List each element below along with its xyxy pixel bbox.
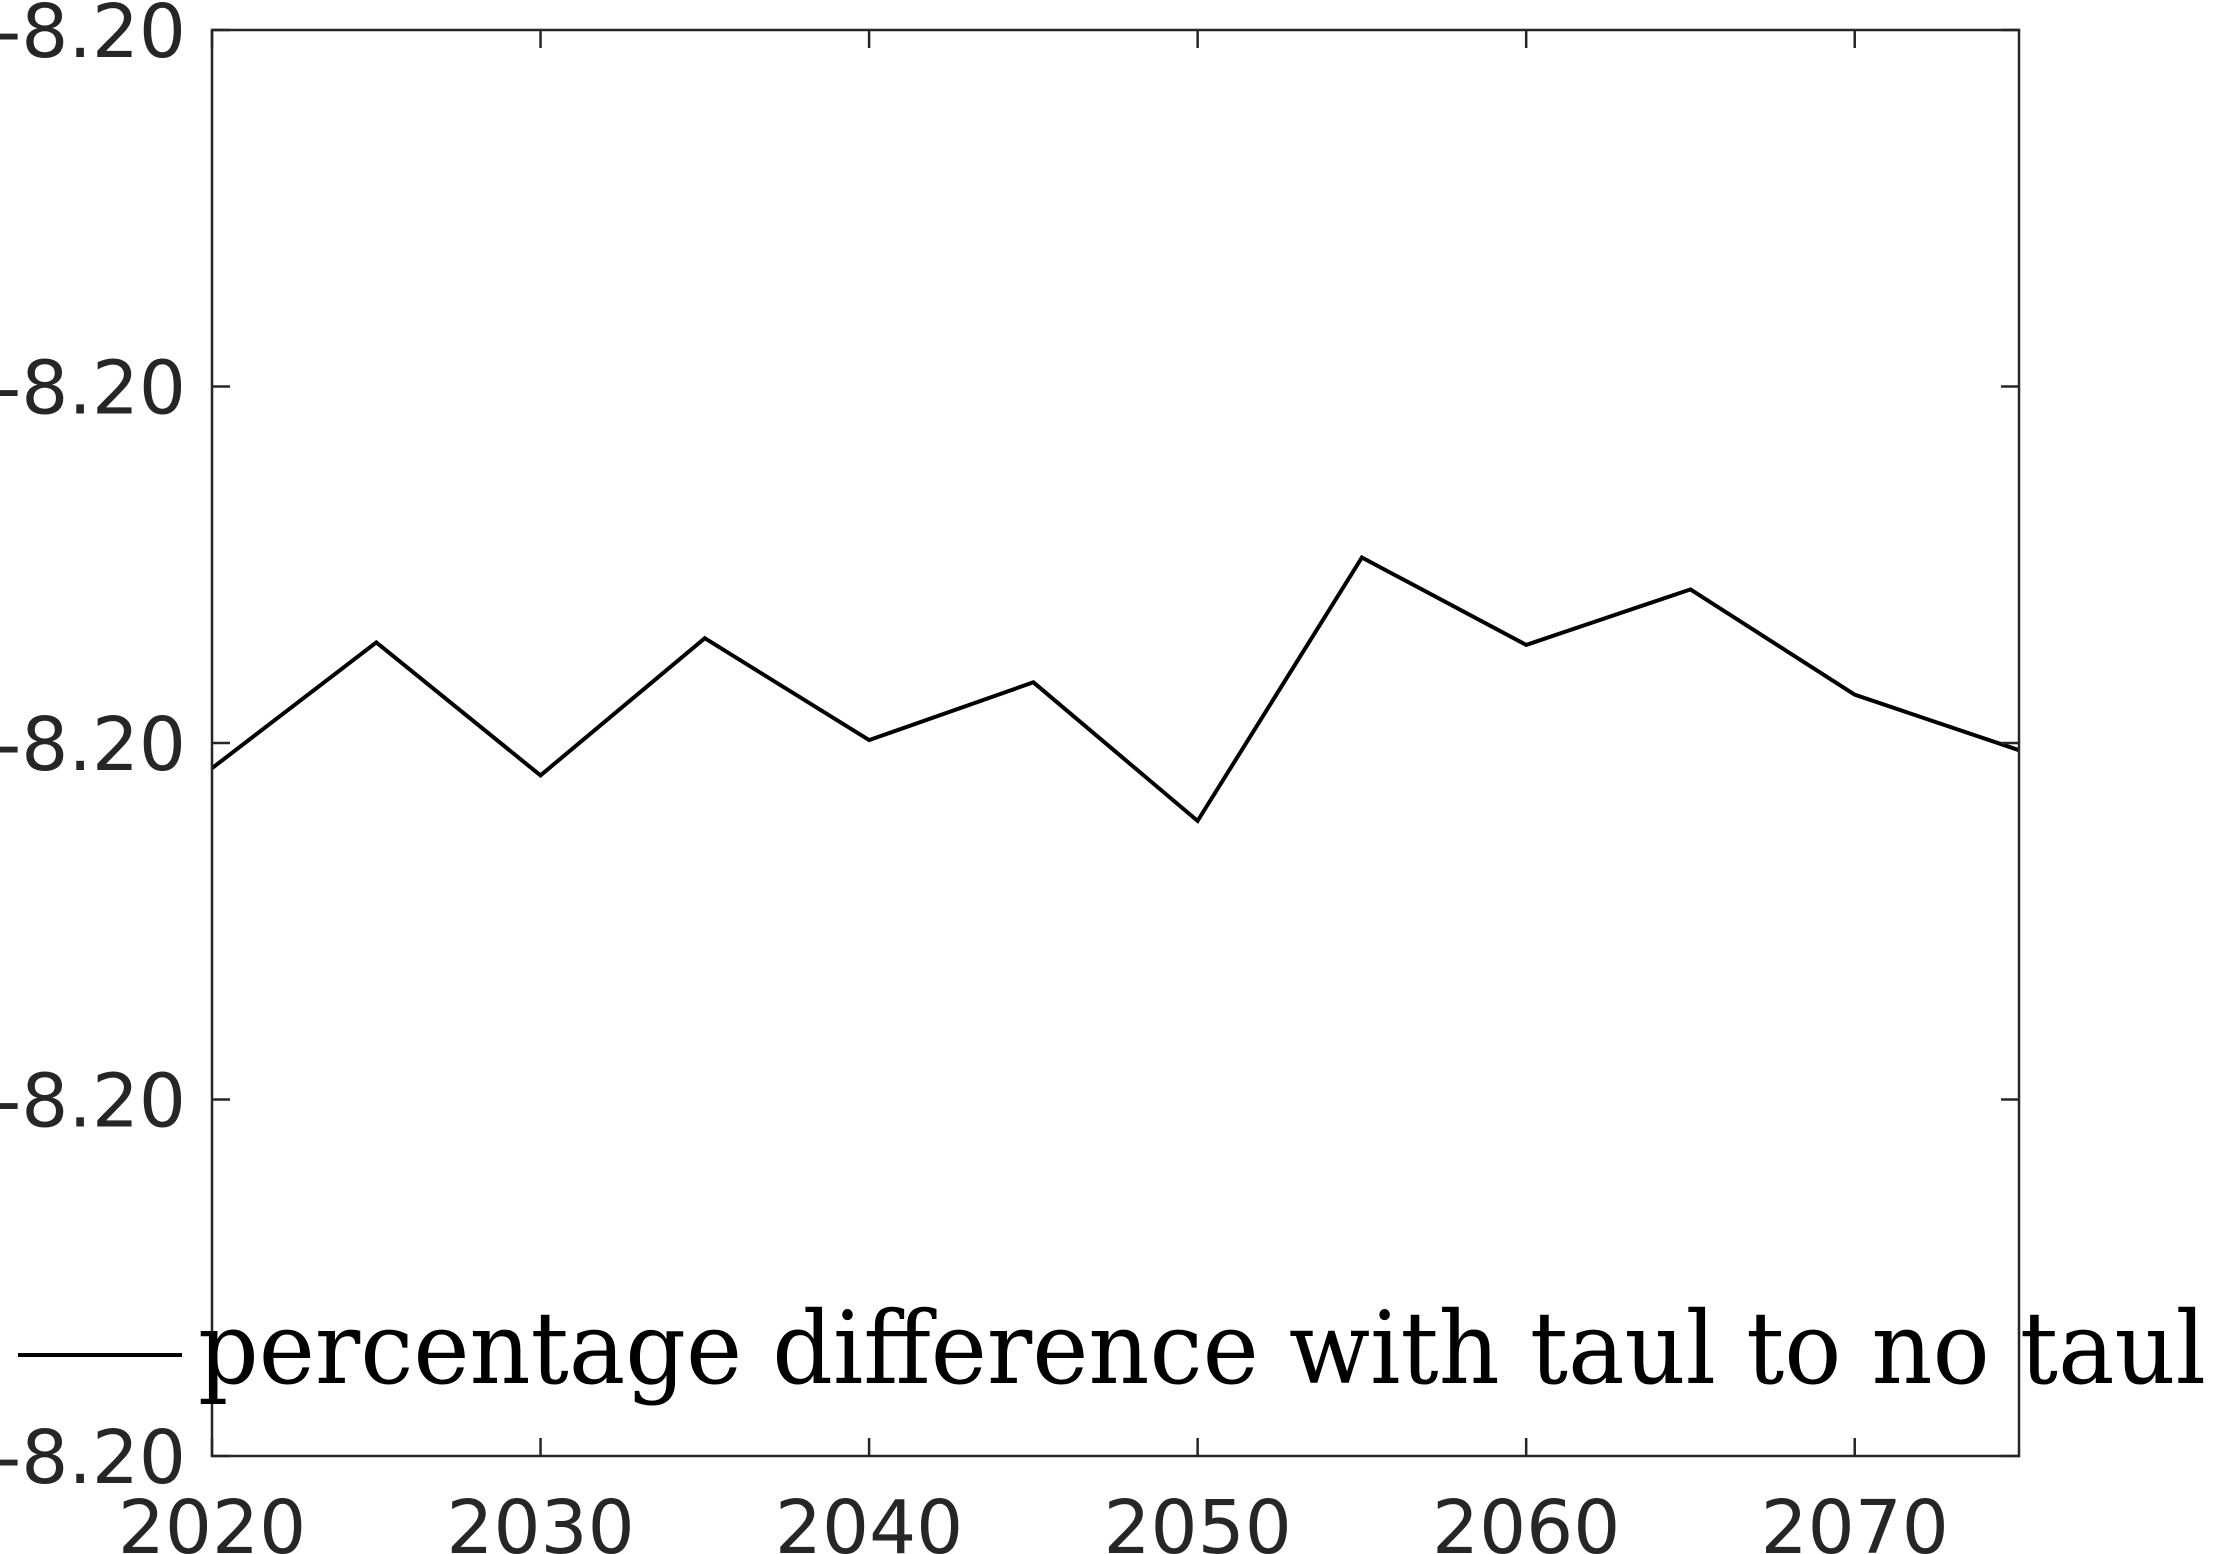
x-tick-label: 2040 bbox=[775, 1485, 963, 1554]
y-tick-label: -8.20 bbox=[0, 0, 186, 75]
y-tick-label: -8.20 bbox=[0, 702, 186, 788]
legend-label-0: percentage difference with taul to no ta… bbox=[198, 1290, 2206, 1407]
plot-layer bbox=[210, 30, 2020, 1456]
x-tick-label: 2020 bbox=[118, 1485, 306, 1554]
x-tick-label: 2070 bbox=[1761, 1485, 1949, 1554]
axes-background bbox=[212, 30, 2019, 1456]
x-tick-label: 2050 bbox=[1103, 1485, 1291, 1554]
y-tick-label: -8.20 bbox=[0, 346, 186, 432]
x-tick-label: 2030 bbox=[446, 1485, 634, 1554]
y-tick-label: -8.20 bbox=[0, 1059, 186, 1145]
x-tick-label: 2060 bbox=[1432, 1485, 1620, 1554]
y-tick-label: -8.20 bbox=[0, 1415, 186, 1501]
legend: percentage difference with taul to no ta… bbox=[18, 1290, 2206, 1407]
series-line-0 bbox=[210, 554, 2020, 824]
axes-layer: 2020 2030 2040 2050 2060 2070 -8.20 -8.20 -8.20 -… bbox=[0, 0, 2021, 1554]
